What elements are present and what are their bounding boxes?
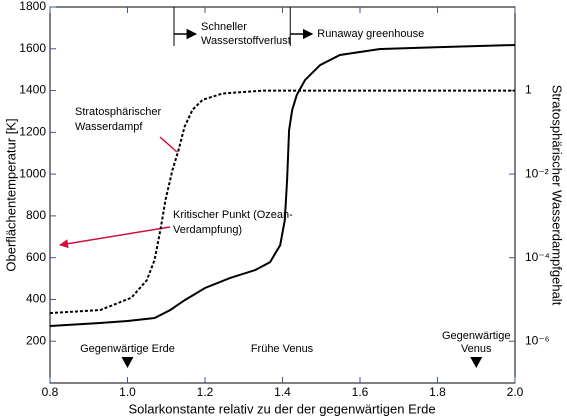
annotation: Stratosphärischer <box>75 106 162 118</box>
y-tick-label: 1200 <box>19 125 46 139</box>
threshold-label: Runaway greenhouse <box>317 28 424 40</box>
marker-triangle <box>121 357 134 368</box>
x-tick-label: 1.4 <box>274 385 291 399</box>
y-tick-label: 1400 <box>19 83 46 97</box>
y-tick-label: 800 <box>26 208 46 222</box>
annotation-pointer <box>159 136 178 153</box>
y-tick-label: 200 <box>26 333 46 347</box>
x-tick-label: 1.6 <box>352 385 369 399</box>
marker-label: Gegenwärtige Erde <box>80 343 175 355</box>
annotation: Verdampfung) <box>173 224 242 236</box>
y2-axis-label: Stratosphärischer Wasserdampfgehalt <box>550 85 565 306</box>
series-line <box>49 44 516 327</box>
series-line <box>49 89 515 315</box>
marker-label: Gegenwärtige <box>442 330 511 342</box>
y-axis-label: Oberflächentemperatur [K] <box>3 118 18 271</box>
y-tick-label: 400 <box>26 292 46 306</box>
x-tick-label: 1.8 <box>429 385 446 399</box>
x-tick-label: 2.0 <box>507 385 524 399</box>
marker-triangle <box>470 357 483 368</box>
annotation: Kritischer Punkt (Ozean- <box>173 209 293 221</box>
threshold-label: Wasserstoffverlust <box>201 35 291 47</box>
x-tick-label: 0.8 <box>42 385 59 399</box>
x-axis-label: Solarkonstante relativ zu der der gegenw… <box>128 401 435 416</box>
y2-tick-label: 1 <box>525 83 532 97</box>
y2-tick-label: 10⁻² <box>525 166 549 180</box>
annotation: Wasserdampf <box>75 121 143 133</box>
y2-tick-label: 10⁻⁶ <box>525 333 550 347</box>
x-tick-label: 1.2 <box>197 385 214 399</box>
plot-frame <box>49 6 516 384</box>
y-tick-label: 1800 <box>19 0 46 13</box>
y-tick-label: 1000 <box>19 166 46 180</box>
threshold-label: Schneller <box>201 21 247 33</box>
y2-tick-label: 10⁻⁴ <box>525 250 550 264</box>
annotation: Frühe Venus <box>251 343 314 355</box>
marker-label: Venus <box>461 343 492 355</box>
y-tick-label: 600 <box>26 250 46 264</box>
annotation-arrow <box>59 226 171 249</box>
y-tick-label: 1600 <box>19 41 46 55</box>
x-tick-label: 1.0 <box>119 385 136 399</box>
